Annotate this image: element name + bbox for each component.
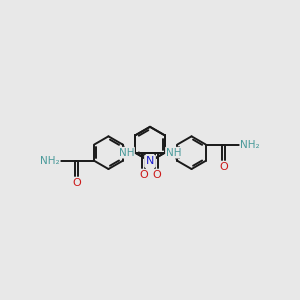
Text: NH₂: NH₂ — [241, 140, 260, 149]
Text: NH: NH — [166, 148, 182, 158]
Text: NH₂: NH₂ — [40, 156, 59, 166]
Text: NH: NH — [118, 148, 134, 158]
Text: O: O — [152, 170, 161, 180]
Text: O: O — [219, 162, 228, 172]
Text: N: N — [146, 156, 154, 166]
Text: O: O — [139, 170, 148, 180]
Text: O: O — [72, 178, 81, 188]
